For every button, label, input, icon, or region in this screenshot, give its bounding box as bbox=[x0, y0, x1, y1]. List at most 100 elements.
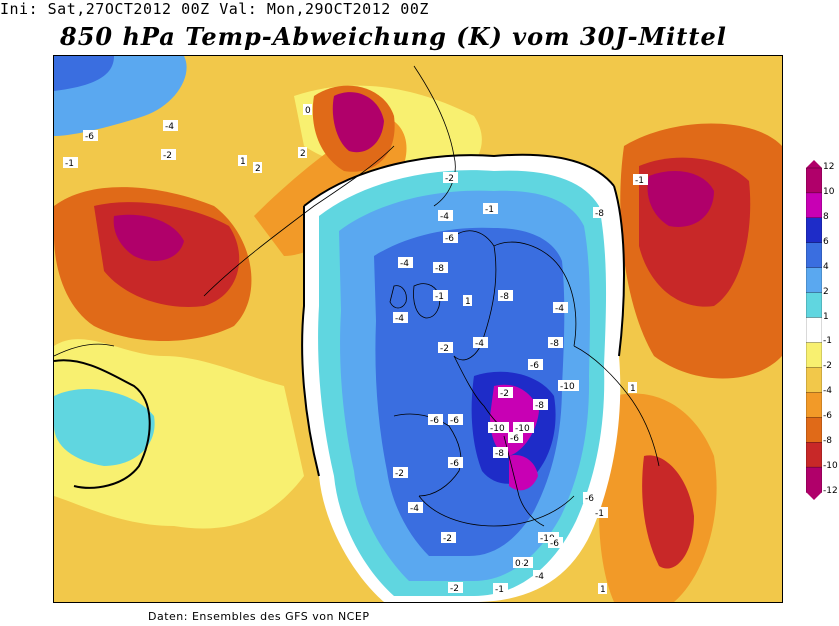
contour-value-label: -4 bbox=[408, 502, 423, 514]
contour-value-labels: -6-4-2-1 120-6-4-2-1-4-2-4-1-8-6-4-2-6-8-… bbox=[63, 104, 648, 595]
svg-text:-6: -6 bbox=[510, 434, 519, 444]
colorbar-tick-label: 8 bbox=[823, 211, 829, 222]
contour-value-label: -8 bbox=[548, 337, 563, 349]
svg-text:-1: -1 bbox=[485, 205, 494, 215]
svg-text:2: 2 bbox=[300, 149, 306, 159]
contour-value-label: 2 bbox=[298, 147, 307, 159]
svg-text:-6: -6 bbox=[430, 416, 439, 426]
colorbar-tick-label: 12 bbox=[823, 162, 835, 172]
color-scale-bar bbox=[806, 160, 822, 500]
magenta-core-greenland bbox=[113, 214, 184, 261]
contour-value-label: -6 bbox=[83, 130, 98, 142]
svg-text:-2: -2 bbox=[520, 559, 529, 569]
svg-text:-4: -4 bbox=[535, 572, 544, 582]
colorbar-tick-label: 10 bbox=[823, 186, 835, 197]
colorbar-segment bbox=[806, 242, 822, 269]
cold-pool-extreme-2 bbox=[509, 455, 538, 491]
contour-value-label: -1 bbox=[593, 507, 608, 519]
magenta-core-russia bbox=[647, 171, 714, 227]
cold-pool-extreme bbox=[490, 384, 539, 456]
svg-text:1: 1 bbox=[630, 384, 636, 394]
magenta-core-north bbox=[332, 92, 384, 153]
svg-text:0: 0 bbox=[305, 106, 311, 116]
contour-value-label: -1 bbox=[633, 174, 648, 186]
svg-text:-8: -8 bbox=[595, 209, 604, 219]
contour-value-label: -8 bbox=[593, 207, 608, 219]
contour-value-label: -1 bbox=[483, 203, 498, 215]
svg-text:-4: -4 bbox=[165, 122, 174, 132]
cyan-patch-atlantic bbox=[54, 388, 155, 466]
svg-text:-8: -8 bbox=[495, 449, 504, 459]
svg-text:-6: -6 bbox=[85, 132, 94, 142]
colorbar-tick-label: 1 bbox=[823, 311, 829, 322]
contour-value-label: -4 bbox=[163, 120, 178, 132]
colorbar-segment bbox=[806, 466, 822, 493]
svg-text:-4: -4 bbox=[410, 504, 419, 514]
contour-value-label: -4 bbox=[393, 312, 408, 324]
svg-text:-6: -6 bbox=[530, 361, 539, 371]
svg-text:0: 0 bbox=[515, 559, 521, 569]
contour-value-label: -2 bbox=[443, 172, 458, 184]
colorbar-segment bbox=[806, 217, 822, 244]
contour-value-label: -1 bbox=[63, 157, 78, 169]
svg-text:-8: -8 bbox=[550, 339, 559, 349]
svg-text:-4: -4 bbox=[555, 304, 564, 314]
colorbar-segment bbox=[806, 167, 822, 194]
contour-value-label: -6 bbox=[548, 537, 563, 549]
contour-value-label: -2 bbox=[518, 557, 533, 569]
contour-value-label: -4 bbox=[473, 337, 488, 349]
contour-value-label: -10 bbox=[488, 422, 509, 434]
contour-value-label: -2 bbox=[438, 342, 453, 354]
contour-value-label: -2 bbox=[441, 532, 456, 544]
contour-value-label: -6 bbox=[583, 492, 598, 504]
contour-value-label: 1 bbox=[463, 295, 472, 307]
svg-text:-10: -10 bbox=[515, 424, 530, 434]
svg-text:-10: -10 bbox=[560, 382, 575, 392]
temperature-anomaly-map[interactable]: -6 -4 -2 -1 1 2 0 -6 -4 -2 -1 -4 -2 -4 -1 -8 -6 -4 -2 -6 -8-… bbox=[53, 55, 783, 603]
contour-value-label: -1 bbox=[493, 583, 508, 595]
colorbar-tick-label: -1 bbox=[823, 336, 832, 347]
contour-value-label: 1 bbox=[598, 583, 607, 595]
svg-text:-6: -6 bbox=[450, 416, 459, 426]
yellow-band-west bbox=[54, 339, 304, 529]
contour-value-label: -6 bbox=[448, 457, 463, 469]
contour-value-label: -4 bbox=[438, 210, 453, 222]
svg-text:-2: -2 bbox=[450, 584, 459, 594]
svg-text:-2: -2 bbox=[500, 389, 509, 399]
svg-text:-4: -4 bbox=[440, 212, 449, 222]
svg-text:1: 1 bbox=[600, 585, 606, 595]
contour-value-label: -10 bbox=[558, 380, 579, 392]
contour-value-label: -1 bbox=[433, 290, 448, 302]
contour-value-label: -6 bbox=[443, 232, 458, 244]
svg-text:-6: -6 bbox=[550, 539, 559, 549]
svg-text:2: 2 bbox=[255, 164, 261, 174]
contour-value-label: -4 bbox=[553, 302, 568, 314]
colorbar-segment bbox=[806, 292, 822, 319]
colorbar-bottom-arrow bbox=[806, 492, 822, 500]
svg-text:-2: -2 bbox=[163, 151, 172, 161]
svg-text:-1: -1 bbox=[435, 292, 444, 302]
svg-text:-2: -2 bbox=[443, 534, 452, 544]
red-core-eastmed bbox=[642, 455, 694, 569]
colorbar-tick-label: 6 bbox=[823, 236, 829, 247]
contour-value-label: 2 bbox=[253, 162, 262, 174]
svg-text:-8: -8 bbox=[500, 292, 509, 302]
contour-value-label: -6 bbox=[508, 432, 523, 444]
colorbar-tick-label: -10 bbox=[823, 461, 838, 472]
svg-text:1: 1 bbox=[465, 297, 471, 307]
colorbar-segment bbox=[806, 442, 822, 468]
svg-text:-1: -1 bbox=[595, 509, 604, 519]
contour-value-label: -4 bbox=[533, 570, 548, 582]
svg-text:-1: -1 bbox=[635, 176, 644, 186]
svg-text:-10: -10 bbox=[490, 424, 505, 434]
colorbar-tick-label: -6 bbox=[823, 411, 832, 422]
colorbar-tick-label: -4 bbox=[823, 386, 832, 397]
contour-value-label: -2 bbox=[161, 149, 176, 161]
colorbar-segment bbox=[806, 317, 822, 344]
contour-value-label: -2 bbox=[448, 582, 463, 594]
svg-text:-6: -6 bbox=[450, 459, 459, 469]
svg-text:-1: -1 bbox=[495, 585, 504, 595]
contour-value-label: -2 bbox=[393, 467, 408, 479]
colorbar-tick-label: -8 bbox=[823, 436, 832, 447]
map-title: 850 hPa Temp-Abweichung (K) vom 30J-Mitt… bbox=[60, 22, 727, 51]
